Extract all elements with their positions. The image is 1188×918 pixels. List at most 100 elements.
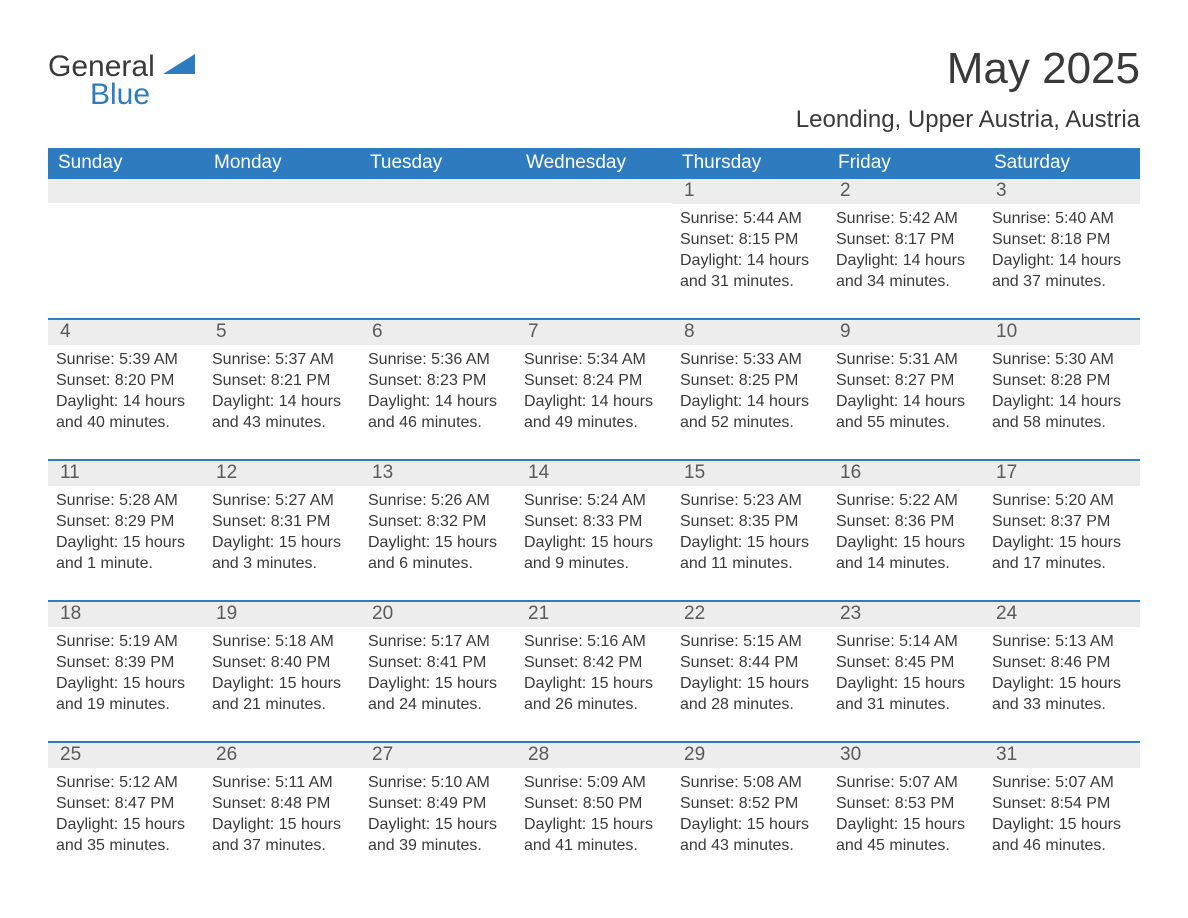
day-body: Sunrise: 5:15 AMSunset: 8:44 PMDaylight:… bbox=[680, 631, 820, 715]
daylight-line-1: Daylight: 15 hours bbox=[524, 673, 664, 694]
day-number: 27 bbox=[360, 743, 516, 768]
daylight-line-1: Daylight: 15 hours bbox=[836, 814, 976, 835]
daylight-line-1: Daylight: 15 hours bbox=[368, 814, 508, 835]
sunset-line: Sunset: 8:52 PM bbox=[680, 793, 820, 814]
day-number: 25 bbox=[48, 743, 204, 768]
day-body: Sunrise: 5:19 AMSunset: 8:39 PMDaylight:… bbox=[56, 631, 196, 715]
daylight-line-1: Daylight: 14 hours bbox=[992, 391, 1132, 412]
daylight-line-2: and 28 minutes. bbox=[680, 694, 820, 715]
daylight-line-1: Daylight: 14 hours bbox=[680, 391, 820, 412]
dow-cell: Saturday bbox=[984, 148, 1140, 179]
day-number: 15 bbox=[672, 461, 828, 486]
daylight-line-1: Daylight: 15 hours bbox=[56, 814, 196, 835]
sunrise-line: Sunrise: 5:42 AM bbox=[836, 208, 976, 229]
sunset-line: Sunset: 8:36 PM bbox=[836, 511, 976, 532]
page-header: General Blue May 2025 Leonding, Upper Au… bbox=[48, 44, 1140, 134]
daylight-line-1: Daylight: 15 hours bbox=[212, 814, 352, 835]
day-body: Sunrise: 5:27 AMSunset: 8:31 PMDaylight:… bbox=[212, 490, 352, 574]
week-row: 25Sunrise: 5:12 AMSunset: 8:47 PMDayligh… bbox=[48, 741, 1140, 860]
day-number: 10 bbox=[984, 320, 1140, 345]
day-cell: 2Sunrise: 5:42 AMSunset: 8:17 PMDaylight… bbox=[828, 179, 984, 296]
day-cell: 23Sunrise: 5:14 AMSunset: 8:45 PMDayligh… bbox=[828, 602, 984, 719]
daylight-line-2: and 35 minutes. bbox=[56, 835, 196, 856]
daylight-line-2: and 49 minutes. bbox=[524, 412, 664, 433]
daylight-line-2: and 58 minutes. bbox=[992, 412, 1132, 433]
day-cell: 11Sunrise: 5:28 AMSunset: 8:29 PMDayligh… bbox=[48, 461, 204, 578]
dow-cell: Wednesday bbox=[516, 148, 672, 179]
sunrise-line: Sunrise: 5:12 AM bbox=[56, 772, 196, 793]
sunset-line: Sunset: 8:18 PM bbox=[992, 229, 1132, 250]
day-body: Sunrise: 5:28 AMSunset: 8:29 PMDaylight:… bbox=[56, 490, 196, 574]
month-title: May 2025 bbox=[796, 44, 1140, 94]
daylight-line-2: and 11 minutes. bbox=[680, 553, 820, 574]
day-cell: 19Sunrise: 5:18 AMSunset: 8:40 PMDayligh… bbox=[204, 602, 360, 719]
sunset-line: Sunset: 8:47 PM bbox=[56, 793, 196, 814]
sunset-line: Sunset: 8:24 PM bbox=[524, 370, 664, 391]
day-cell: 18 Sunrise: 5:19 AMSunset: 8:39 PMDayligh… bbox=[48, 602, 204, 719]
day-body: Sunrise: 5:26 AMSunset: 8:32 PMDaylight:… bbox=[368, 490, 508, 574]
sunset-line: Sunset: 8:27 PM bbox=[836, 370, 976, 391]
daylight-line-2: and 37 minutes. bbox=[992, 271, 1132, 292]
day-number: 14 bbox=[516, 461, 672, 486]
dow-cell: Sunday bbox=[48, 148, 204, 179]
calendar: SundayMondayTuesdayWednesdayThursdayFrid… bbox=[48, 148, 1140, 860]
day-body: Sunrise: 5:17 AMSunset: 8:41 PMDaylight:… bbox=[368, 631, 508, 715]
day-body: Sunrise: 5:20 AMSunset: 8:37 PMDaylight:… bbox=[992, 490, 1132, 574]
day-body: Sunrise: 5:40 AMSunset: 8:18 PMDaylight:… bbox=[992, 208, 1132, 292]
day-number: 17 bbox=[984, 461, 1140, 486]
day-cell: 3Sunrise: 5:40 AMSunset: 8:18 PMDaylight… bbox=[984, 179, 1140, 296]
daylight-line-2: and 39 minutes. bbox=[368, 835, 508, 856]
sunrise-line: Sunrise: 5:16 AM bbox=[524, 631, 664, 652]
day-number: 13 bbox=[360, 461, 516, 486]
daylight-line-1: Daylight: 15 hours bbox=[56, 673, 196, 694]
days-of-week-row: SundayMondayTuesdayWednesdayThursdayFrid… bbox=[48, 148, 1140, 179]
sunset-line: Sunset: 8:23 PM bbox=[368, 370, 508, 391]
daylight-line-2: and 45 minutes. bbox=[836, 835, 976, 856]
day-number bbox=[204, 179, 360, 203]
day-number: 31 bbox=[984, 743, 1140, 768]
day-number: 18 bbox=[48, 602, 204, 627]
sunrise-line: Sunrise: 5:44 AM bbox=[680, 208, 820, 229]
day-number: 8 bbox=[672, 320, 828, 345]
sunset-line: Sunset: 8:17 PM bbox=[836, 229, 976, 250]
day-cell: 12Sunrise: 5:27 AMSunset: 8:31 PMDayligh… bbox=[204, 461, 360, 578]
daylight-line-2: and 31 minutes. bbox=[680, 271, 820, 292]
day-cell: 29Sunrise: 5:08 AMSunset: 8:52 PMDayligh… bbox=[672, 743, 828, 860]
sunrise-line: Sunrise: 5:33 AM bbox=[680, 349, 820, 370]
daylight-line-1: Daylight: 15 hours bbox=[680, 814, 820, 835]
daylight-line-2: and 9 minutes. bbox=[524, 553, 664, 574]
day-body: Sunrise: 5:44 AMSunset: 8:15 PMDaylight:… bbox=[680, 208, 820, 292]
daylight-line-2: and 17 minutes. bbox=[992, 553, 1132, 574]
daylight-line-1: Daylight: 15 hours bbox=[368, 673, 508, 694]
sunset-line: Sunset: 8:48 PM bbox=[212, 793, 352, 814]
day-number: 2 bbox=[828, 179, 984, 204]
day-cell: 6Sunrise: 5:36 AMSunset: 8:23 PMDaylight… bbox=[360, 320, 516, 437]
sunrise-line: Sunrise: 5:07 AM bbox=[836, 772, 976, 793]
sunset-line: Sunset: 8:42 PM bbox=[524, 652, 664, 673]
day-cell: 14Sunrise: 5:24 AMSunset: 8:33 PMDayligh… bbox=[516, 461, 672, 578]
day-number: 16 bbox=[828, 461, 984, 486]
daylight-line-2: and 31 minutes. bbox=[836, 694, 976, 715]
daylight-line-1: Daylight: 15 hours bbox=[524, 814, 664, 835]
daylight-line-1: Daylight: 14 hours bbox=[212, 391, 352, 412]
sunset-line: Sunset: 8:28 PM bbox=[992, 370, 1132, 391]
sunset-line: Sunset: 8:46 PM bbox=[992, 652, 1132, 673]
day-number: 28 bbox=[516, 743, 672, 768]
sunrise-line: Sunrise: 5:13 AM bbox=[992, 631, 1132, 652]
day-number: 26 bbox=[204, 743, 360, 768]
day-body: Sunrise: 5:30 AMSunset: 8:28 PMDaylight:… bbox=[992, 349, 1132, 433]
daylight-line-2: and 14 minutes. bbox=[836, 553, 976, 574]
day-number bbox=[360, 179, 516, 203]
logo-word2: Blue bbox=[90, 80, 195, 110]
day-number: 9 bbox=[828, 320, 984, 345]
day-cell: 13 Sunrise: 5:26 AMSunset: 8:32 PMDayligh… bbox=[360, 461, 516, 578]
sunset-line: Sunset: 8:39 PM bbox=[56, 652, 196, 673]
logo: General Blue bbox=[48, 44, 195, 110]
sunset-line: Sunset: 8:29 PM bbox=[56, 511, 196, 532]
sunset-line: Sunset: 8:54 PM bbox=[992, 793, 1132, 814]
daylight-line-1: Daylight: 14 hours bbox=[992, 250, 1132, 271]
daylight-line-2: and 37 minutes. bbox=[212, 835, 352, 856]
day-cell: 4Sunrise: 5:39 AMSunset: 8:20 PMDaylight… bbox=[48, 320, 204, 437]
day-cell: 17 Sunrise: 5:20 AMSunset: 8:37 PMDayligh… bbox=[984, 461, 1140, 578]
sunset-line: Sunset: 8:35 PM bbox=[680, 511, 820, 532]
